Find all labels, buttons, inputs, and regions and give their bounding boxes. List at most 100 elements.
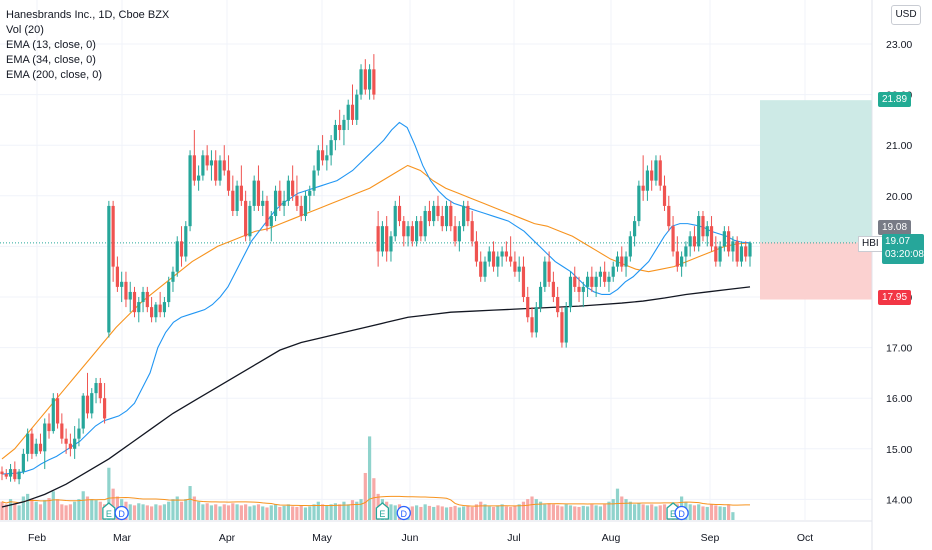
candle-body[interactable] [436,205,440,217]
candle-body[interactable] [718,246,722,262]
candle-body[interactable] [329,140,333,156]
candle-body[interactable] [530,317,534,333]
candle-body[interactable] [218,160,222,181]
candle-body[interactable] [393,205,397,237]
candle-body[interactable] [380,226,385,252]
candle-body[interactable] [81,395,85,429]
candle-body[interactable] [239,185,243,201]
candle-body[interactable] [658,160,662,186]
candle-body[interactable] [662,185,667,206]
candle-body[interactable] [248,205,252,237]
candle-body[interactable] [47,423,51,432]
candle-body[interactable] [107,205,111,333]
candle-body[interactable] [299,205,303,217]
candle-body[interactable] [98,383,102,399]
candle-body[interactable] [637,185,641,222]
candle-body[interactable] [560,312,564,343]
candle-body[interactable] [521,266,526,297]
candle-body[interactable] [231,190,235,211]
candle-body[interactable] [692,236,697,247]
candle-body[interactable] [538,286,543,308]
candle-body[interactable] [697,216,701,247]
candle-body[interactable] [222,160,226,171]
candle-body[interactable] [423,210,427,237]
candle-body[interactable] [124,281,128,300]
candle-body[interactable] [244,200,248,237]
candle-body[interactable] [316,150,320,171]
candle-body[interactable] [620,256,624,267]
candle-body[interactable] [641,185,645,191]
candle-body[interactable] [513,261,517,272]
candle-body[interactable] [487,251,491,262]
candle-body[interactable] [731,241,735,252]
candle-body[interactable] [34,443,38,454]
candle-body[interactable] [179,241,184,257]
candle-body[interactable] [278,190,282,206]
candle-body[interactable] [466,205,470,222]
candle-body[interactable] [60,423,64,439]
candle-body[interactable] [568,276,573,308]
currency-button[interactable]: USD [891,5,921,25]
candle-body[interactable] [77,428,81,439]
candle-body[interactable] [303,195,308,217]
candle-body[interactable] [705,226,709,237]
candle-body[interactable] [440,216,444,227]
candle-body[interactable] [594,276,598,287]
candle-body[interactable] [667,205,671,227]
candle-body[interactable] [154,304,158,318]
candle-body[interactable] [111,205,115,267]
candle-body[interactable] [0,471,4,475]
candle-body[interactable] [235,185,239,211]
candle-body[interactable] [363,69,367,90]
candle-body[interactable] [543,261,547,287]
candle-body[interactable] [338,124,342,131]
candle-body[interactable] [64,438,68,444]
candle-body[interactable] [534,307,538,333]
candle-body[interactable] [30,433,34,454]
candle-body[interactable] [479,261,483,277]
candle-body[interactable] [628,236,632,257]
candle-body[interactable] [128,291,132,300]
candle-body[interactable] [90,393,94,414]
candle-body[interactable] [85,395,90,414]
candle-body[interactable] [419,221,423,237]
candle-body[interactable] [389,236,393,252]
candle-body[interactable] [449,205,453,227]
candle-body[interactable] [564,307,568,343]
candle-body[interactable] [415,221,419,242]
candle-body[interactable] [342,119,346,131]
candle-body[interactable] [102,398,107,419]
candle-body[interactable] [624,256,628,267]
candle-body[interactable] [21,453,25,472]
candle-body[interactable] [145,291,149,308]
candle-body[interactable] [167,281,171,303]
candle-body[interactable] [55,398,60,424]
candle-body[interactable] [688,236,692,247]
candle-body[interactable] [51,398,55,432]
candle-body[interactable] [350,104,355,120]
candle-body[interactable] [470,221,474,242]
candle-body[interactable] [376,226,380,252]
candle-body[interactable] [457,226,461,242]
candle-body[interactable] [444,205,449,227]
candle-body[interactable] [722,231,726,247]
candle-body[interactable] [385,226,389,252]
candle-body[interactable] [13,469,17,480]
candle-body[interactable] [701,216,705,237]
legend-vol[interactable]: Vol (20) [6,24,44,36]
candle-body[interactable] [632,221,637,237]
candle-body[interactable] [94,383,98,394]
candle-body[interactable] [581,286,585,292]
candle-body[interactable] [517,266,521,272]
candle-body[interactable] [43,423,47,452]
candle-body[interactable] [256,180,261,206]
candle-body[interactable] [150,307,154,318]
candle-body[interactable] [26,433,30,454]
candle-body[interactable] [709,226,714,247]
candle-body[interactable] [355,94,359,120]
candle-body[interactable] [261,200,265,206]
candle-body[interactable] [491,251,496,267]
legend-ema34[interactable]: EMA (34, close, 0) [6,54,96,66]
candle-body[interactable] [68,443,72,449]
candle-body[interactable] [209,160,214,166]
